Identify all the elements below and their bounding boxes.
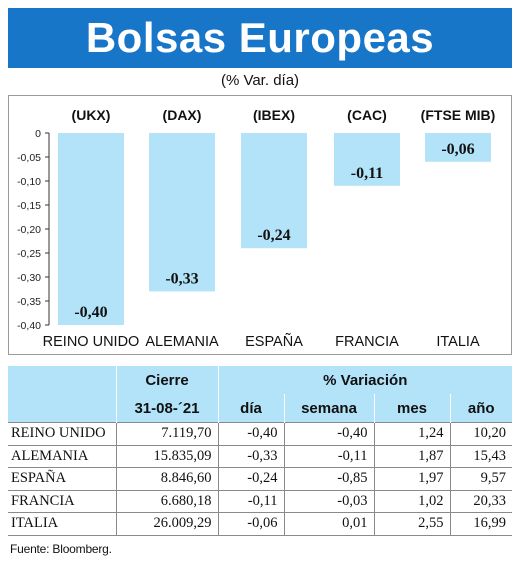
bar-chart: 0 -0,05 -0,10 -0,15 -0,20 -0,25 -0,30 -0,35 -0,4… (17, 107, 496, 350)
x-category-label: ITALIA (436, 334, 480, 350)
row-label: ESPAÑA (8, 467, 116, 491)
table-row: REINO UNIDO 7.119,70 -0,40 -0,40 1,24 10… (8, 422, 513, 446)
y-tick-label: -0,35 (17, 296, 41, 308)
chart-title: Bolsas Europeas (85, 14, 435, 61)
y-tick-label: -0,15 (17, 200, 41, 212)
table-header-row-1: Cierre % Variación (8, 366, 513, 394)
cell-ano: 10,20 (449, 422, 513, 446)
cell-mes: 1,97 (373, 467, 450, 491)
y-tick-label: 0 (35, 128, 41, 140)
table-row: ESPAÑA 8.846,60 -0,24 -0,85 1,97 9,57 (8, 467, 513, 491)
bar-value-label: -0,33 (165, 270, 198, 287)
cell-mes: 2,55 (373, 512, 450, 536)
bar (334, 133, 400, 186)
cell-mes: 1,24 (373, 422, 450, 446)
cell-dia: -0,11 (217, 490, 284, 513)
index-code-label: (UKX) (72, 107, 111, 123)
chart-subtitle: (% Var. día) (220, 72, 300, 89)
cell-cierre: 26.009,29 (115, 512, 218, 536)
row-label: FRANCIA (8, 490, 116, 513)
cell-dia: -0,24 (217, 467, 284, 491)
cell-cierre: 6.680,18 (115, 490, 218, 513)
cell-cierre: 15.835,09 (115, 445, 218, 468)
cell-cierre: 8.846,60 (115, 467, 218, 491)
cell-ano: 20,33 (449, 490, 513, 513)
cell-dia: -0,33 (217, 445, 284, 468)
y-tick-label: -0,05 (17, 152, 41, 164)
markets-table: Cierre % Variación 31-08-´21 día semana … (8, 366, 513, 536)
index-code-label: (DAX) (163, 107, 202, 123)
table-header-row-2: 31-08-´21 día semana mes año (8, 394, 513, 423)
x-category-label: REINO UNIDO (43, 334, 140, 350)
cell-ano: 16,99 (449, 512, 513, 536)
index-code-label: (IBEX) (253, 107, 295, 123)
cell-ano: 9,57 (449, 467, 513, 491)
cell-mes: 1,87 (373, 445, 450, 468)
cell-dia: -0,40 (217, 422, 284, 446)
y-tick-label: -0,20 (17, 224, 41, 236)
bar-value-label: -0,24 (257, 227, 290, 244)
header-semana: semana (283, 394, 374, 423)
cell-semana: -0,40 (283, 422, 374, 446)
title-banner: Bolsas Europeas (8, 8, 512, 68)
header-empty-2 (8, 394, 116, 423)
bar-value-label: -0,40 (74, 304, 107, 321)
cell-dia: -0,06 (217, 512, 284, 536)
header-variacion: % Variación (217, 366, 513, 394)
header-ano: año (449, 394, 513, 423)
index-code-label: (CAC) (347, 107, 387, 123)
row-label: REINO UNIDO (8, 422, 116, 446)
cell-mes: 1,02 (373, 490, 450, 513)
header-empty (8, 366, 116, 394)
cell-semana: -0,11 (283, 445, 374, 468)
index-code-label: (FTSE MIB) (421, 107, 496, 123)
bar (425, 133, 491, 162)
bar (58, 133, 124, 325)
y-tick-label: -0,25 (17, 248, 41, 260)
header-cierre: Cierre (115, 366, 218, 394)
source-note: Fuente: Bloomberg. (10, 542, 112, 556)
row-label: ITALIA (8, 512, 116, 536)
bar (149, 133, 215, 292)
table-row: ALEMANIA 15.835,09 -0,33 -0,11 1,87 15,4… (8, 445, 513, 468)
x-category-label: ESPAÑA (245, 333, 303, 350)
cell-semana: 0,01 (283, 512, 374, 536)
header-dia: día (217, 394, 284, 423)
x-category-label: FRANCIA (335, 334, 399, 350)
x-category-label: ALEMANIA (145, 334, 219, 350)
cell-cierre: 7.119,70 (115, 422, 218, 446)
bar-value-label: -0,06 (441, 141, 474, 158)
cell-semana: -0,03 (283, 490, 374, 513)
row-label: ALEMANIA (8, 445, 116, 468)
header-date: 31-08-´21 (115, 394, 218, 423)
bar (241, 133, 307, 249)
cell-ano: 15,43 (449, 445, 513, 468)
y-tick-label: -0,40 (17, 320, 41, 332)
table-row: FRANCIA 6.680,18 -0,11 -0,03 1,02 20,33 (8, 490, 513, 513)
header-mes: mes (373, 394, 450, 423)
table-row: ITALIA 26.009,29 -0,06 0,01 2,55 16,99 (8, 512, 513, 536)
y-tick-label: -0,30 (17, 272, 41, 284)
cell-semana: -0,85 (283, 467, 374, 491)
markets-table-wrap: Cierre % Variación 31-08-´21 día semana … (8, 366, 513, 536)
bar-value-label: -0,11 (351, 165, 383, 182)
chart-frame: 0 -0,05 -0,10 -0,15 -0,20 -0,25 -0,30 -0,35 -0,4… (8, 95, 512, 355)
y-tick-label: -0,10 (17, 176, 41, 188)
